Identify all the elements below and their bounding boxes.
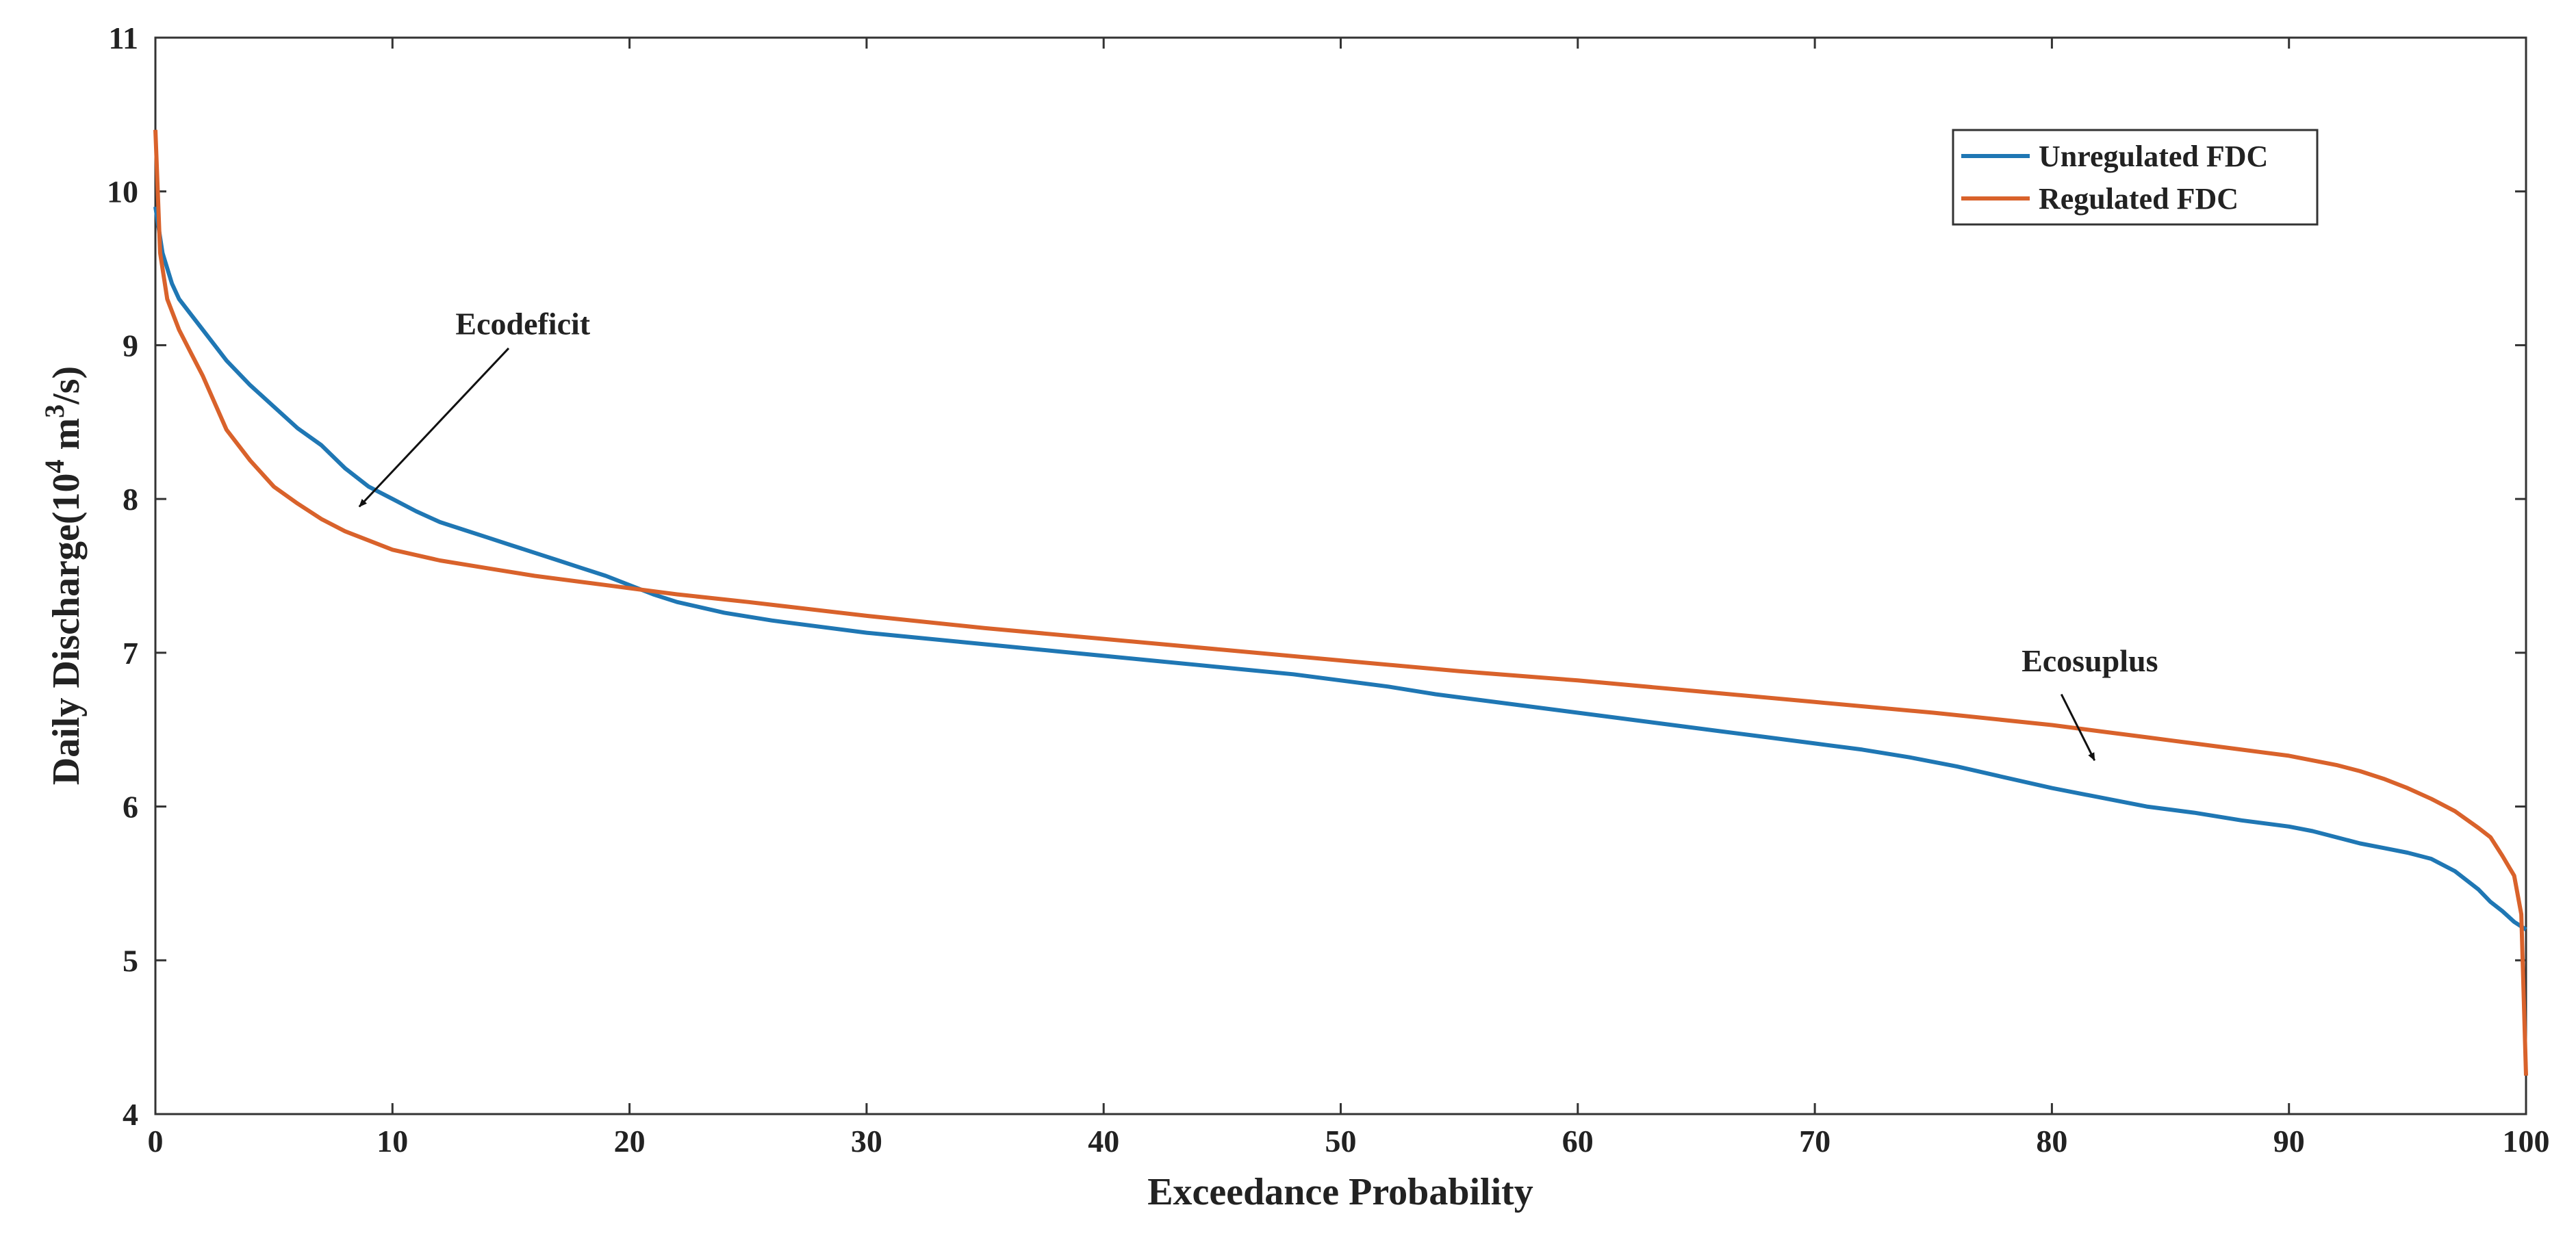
x-tick-label: 40: [1088, 1124, 1119, 1159]
y-tick-label: 10: [107, 175, 138, 209]
series-line-regulated: [153, 129, 2528, 1076]
x-axis-title: Exceedance Probability: [1147, 1171, 1533, 1213]
x-tick-label: 80: [2036, 1124, 2067, 1159]
y-tick-label: 9: [123, 328, 138, 363]
x-tick-label: 50: [1325, 1124, 1357, 1159]
x-tick-label: 60: [1562, 1124, 1594, 1159]
x-tick-label: 70: [1799, 1124, 1831, 1159]
ecosuplus-label: Ecosuplus: [2022, 643, 2158, 678]
ecosuplus-arrow: [2060, 693, 2096, 762]
y-tick-label: 6: [123, 790, 138, 825]
x-tick-label: 0: [148, 1124, 164, 1159]
series-layer: [153, 129, 2528, 1076]
y-tick-label: 4: [123, 1097, 138, 1132]
legend-label-regulated: Regulated FDC: [2039, 182, 2239, 216]
y-tick-label: 5: [123, 943, 138, 978]
x-tick-label: 90: [2273, 1124, 2305, 1159]
x-tick-label: 30: [851, 1124, 882, 1159]
legend: Unregulated FDC Regulated FDC: [1952, 129, 2319, 226]
x-tick-label: 10: [377, 1124, 408, 1159]
x-tick-label: 100: [2503, 1124, 2550, 1159]
y-axis-title: Daily Discharge(104 m3/s): [39, 366, 88, 785]
y-tick-label: 7: [123, 636, 138, 671]
y-tick-label: 11: [109, 21, 138, 55]
annotations: Ecodeficit Ecosuplus: [358, 307, 2158, 762]
legend-label-unregulated: Unregulated FDC: [2039, 140, 2268, 173]
legend-box: [1952, 129, 2319, 226]
y-axis: 4 5 6 7 8 9 10 11: [107, 21, 2526, 1132]
ecodeficit-arrow: [358, 347, 510, 508]
ecodeficit-label: Ecodeficit: [455, 307, 590, 341]
series-line-unregulated: [153, 206, 2527, 931]
y-tick-label: 8: [123, 482, 138, 517]
x-axis: 0 10 20 30 40 50 60 70 80 90 100: [148, 38, 2550, 1159]
x-tick-label: 20: [614, 1124, 646, 1159]
